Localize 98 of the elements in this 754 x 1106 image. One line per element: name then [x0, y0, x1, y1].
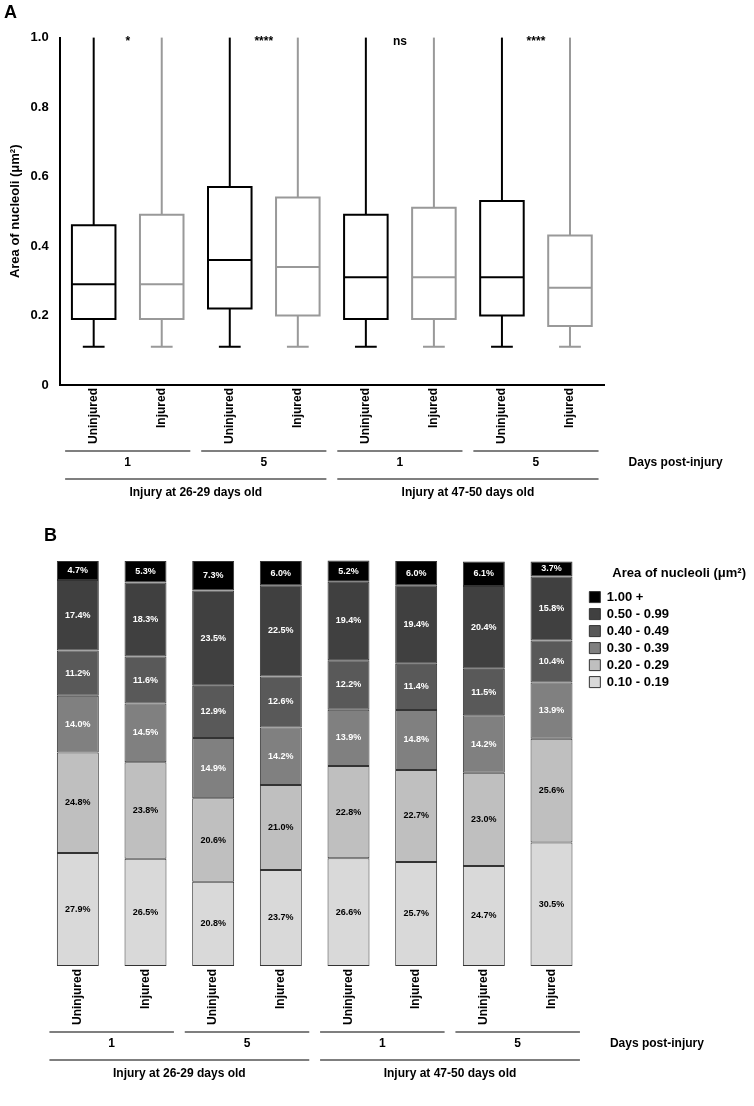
annotation: ns	[392, 33, 408, 48]
data-label: 23.5%	[200, 632, 226, 643]
x-tick-label: Injured	[562, 388, 577, 429]
data-label: 5.3%	[135, 566, 156, 577]
x-tick-label: Injured	[154, 388, 169, 429]
data-label: 24.7%	[471, 910, 497, 921]
data-label: 6.1%	[473, 568, 495, 579]
x-tick-label: Uninjured	[205, 969, 220, 1025]
data-label: 19.4%	[335, 615, 362, 626]
data-label: 6.0%	[405, 567, 427, 578]
data-label: 11.5%	[471, 686, 497, 697]
data-label: 17.4%	[65, 609, 91, 620]
data-label: 11.4%	[403, 681, 429, 692]
data-label: 23.7%	[268, 912, 294, 923]
data-label: 14.9%	[200, 762, 226, 773]
data-label: 12.2%	[335, 679, 362, 690]
data-label: 13.9%	[335, 732, 362, 743]
data-label: 13.9%	[538, 705, 565, 716]
y-tick-label: 0.8	[30, 98, 49, 114]
text: 1	[108, 1036, 116, 1051]
y-tick-label: 0.4	[30, 237, 50, 253]
annotation: *	[125, 33, 131, 48]
x-tick-label: Uninjured	[222, 388, 237, 444]
data-label: 15.8%	[538, 602, 565, 613]
text: 5	[532, 455, 540, 470]
legend-label: 1.00 +	[606, 588, 644, 604]
x-tick-label: Uninjured	[494, 388, 509, 444]
x-tick-label: Injured	[290, 388, 305, 429]
chart-title: B	[44, 524, 57, 545]
x-tick-label: Uninjured	[358, 388, 373, 444]
data-label: 11.2%	[65, 667, 91, 678]
data-label: 19.4%	[403, 619, 429, 630]
y-tick-label: 0	[41, 376, 49, 392]
chart-title: A	[4, 1, 17, 22]
data-label: 20.4%	[471, 621, 497, 632]
data-label: 12.6%	[268, 696, 294, 707]
text: 5	[243, 1036, 251, 1051]
data-label: 24.8%	[65, 797, 91, 808]
data-label: 18.3%	[132, 614, 159, 625]
text: 1	[379, 1036, 386, 1051]
data-label: 14.2%	[268, 750, 294, 761]
data-label: 4.7%	[67, 565, 89, 576]
text: Injury at 47-50 days old	[383, 1066, 517, 1081]
x-tick-label: Uninjured	[86, 388, 100, 444]
legend-title: Area of nucleoli (μm²)	[612, 565, 746, 580]
data-label: 25.6%	[538, 785, 565, 796]
data-label: 20.8%	[200, 918, 226, 929]
y-axis-title: Area of nucleoli (μm²)	[7, 144, 23, 279]
data-label: 14.0%	[65, 718, 91, 729]
data-label: 10.4%	[538, 655, 565, 666]
legend-label: 0.20 - 0.29	[606, 656, 669, 672]
text: Days post-injury	[609, 1036, 705, 1051]
x-tick-label: Injured	[408, 969, 423, 1010]
data-label: 30.5%	[538, 898, 565, 909]
data-label: 22.5%	[268, 625, 294, 636]
x-tick-label: Injured	[426, 388, 441, 429]
x-tick-label: Injured	[543, 969, 558, 1010]
data-label: 23.0%	[471, 813, 497, 824]
data-label: 20.6%	[200, 834, 226, 845]
annotation: ****	[254, 33, 274, 48]
text: Injury at 47-50 days old	[401, 485, 535, 500]
y-tick-label: 0.6	[30, 168, 49, 184]
data-label: 11.6%	[132, 674, 159, 685]
annotation: ****	[526, 33, 546, 48]
text: Days post-injury	[628, 455, 723, 470]
y-tick-label: 1.0	[30, 29, 49, 45]
data-label: 23.8%	[132, 804, 159, 815]
data-label: 6.0%	[270, 567, 292, 578]
data-label: 5.2%	[338, 565, 359, 576]
x-tick-label: Injured	[273, 969, 288, 1010]
data-label: 7.3%	[202, 570, 224, 581]
legend-label: 0.40 - 0.49	[606, 622, 669, 638]
data-label: 14.5%	[132, 727, 159, 738]
data-label: 22.8%	[335, 806, 362, 817]
legend-label: 0.10 - 0.19	[606, 673, 669, 689]
x-tick-label: Uninjured	[340, 969, 355, 1025]
text: Injury at 26-29 days old	[129, 485, 263, 500]
data-label: 14.8%	[403, 734, 429, 745]
data-label: 21.0%	[268, 821, 294, 832]
text: 5	[260, 455, 268, 470]
data-label: 14.2%	[471, 738, 497, 749]
text: 1	[396, 455, 404, 470]
data-label: 22.7%	[403, 810, 429, 821]
data-label: 3.7%	[541, 563, 562, 574]
x-tick-label: Uninjured	[476, 969, 491, 1025]
data-label: 27.9%	[65, 903, 91, 914]
text: 1	[124, 455, 132, 470]
legend-label: 0.50 - 0.99	[606, 605, 669, 621]
data-label: 25.7%	[403, 908, 429, 919]
text: 5	[514, 1036, 522, 1051]
x-tick-label: Injured	[137, 969, 152, 1010]
data-label: 26.6%	[335, 906, 362, 917]
data-label: 12.9%	[200, 706, 226, 717]
x-tick-label: Uninjured	[70, 969, 85, 1025]
text: Injury at 26-29 days old	[112, 1066, 246, 1081]
data-label: 26.5%	[132, 906, 159, 917]
y-tick-label: 0.2	[30, 307, 49, 323]
legend-label: 0.30 - 0.39	[606, 639, 669, 655]
